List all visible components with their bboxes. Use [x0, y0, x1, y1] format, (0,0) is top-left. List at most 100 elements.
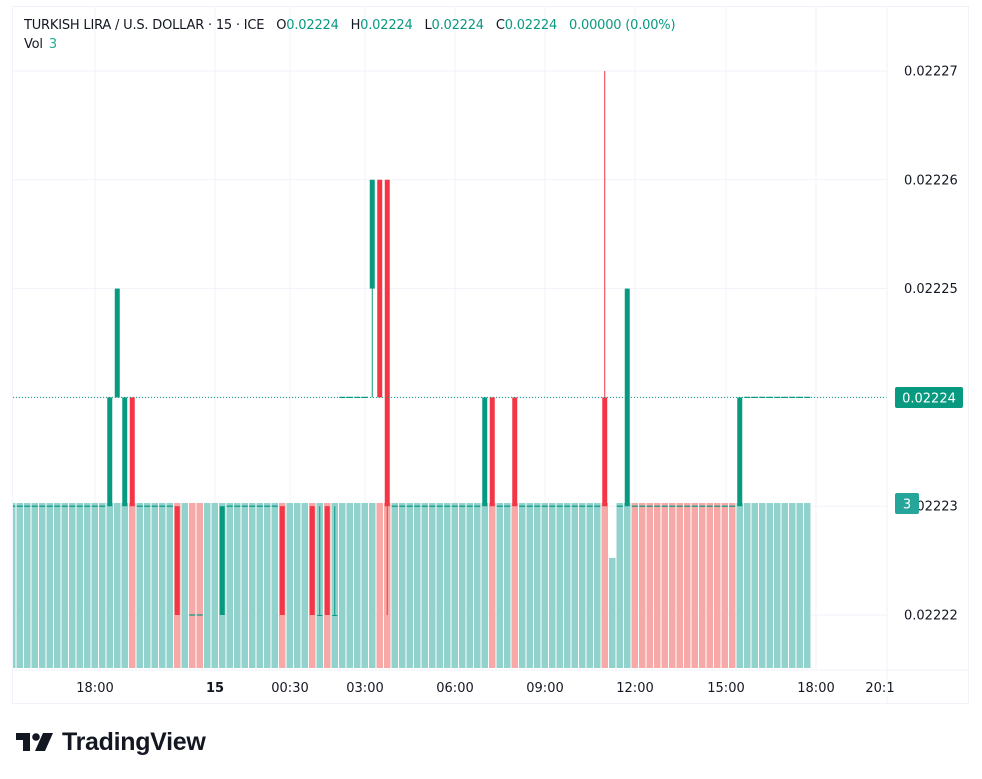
volume-bar — [166, 503, 173, 668]
volume-value: 3 — [48, 37, 57, 52]
symbol-title[interactable]: TURKISH LIRA / U.S. DOLLAR · 15 · ICE — [24, 18, 265, 33]
price-tick-label: 0.02227 — [904, 65, 958, 80]
volume-bar — [774, 503, 781, 668]
volume-bar — [676, 503, 683, 668]
volume-bar — [646, 503, 653, 668]
volume-bar — [721, 503, 728, 668]
volume-bar — [616, 503, 623, 668]
volume-bar — [444, 503, 451, 668]
time-tick-label: 18:00 — [76, 681, 113, 696]
volume-bar — [121, 503, 128, 668]
time-tick-label: 09:00 — [526, 681, 563, 696]
volume-bar — [594, 503, 601, 668]
volume-bar — [286, 503, 293, 668]
volume-bar — [61, 503, 68, 668]
volume-bar — [744, 503, 751, 668]
volume-bar — [391, 503, 398, 668]
time-tick-label: 18:00 — [797, 681, 834, 696]
volume-bar — [736, 503, 743, 668]
time-tick-label: 03:00 — [346, 681, 383, 696]
volume-bar — [631, 503, 638, 668]
volume-bar — [234, 503, 241, 668]
volume-bar — [751, 503, 758, 668]
open-label: O — [276, 18, 287, 33]
volume-bar — [76, 503, 83, 668]
volume-bar — [129, 503, 136, 668]
volume-bar — [369, 503, 376, 668]
volume-bar — [451, 503, 458, 668]
volume-label[interactable]: Vol — [24, 37, 43, 52]
volume-bar — [241, 503, 248, 668]
volume-bar — [204, 503, 211, 668]
volume-bar — [699, 503, 706, 668]
time-tick-label: 00:30 — [271, 681, 308, 696]
close-label: C — [495, 18, 505, 33]
volume-bar — [654, 503, 661, 668]
low-label: L — [424, 18, 432, 33]
volume-bar — [429, 503, 436, 668]
price-axis[interactable]: 0.022270.022260.022250.022240.022230.022… — [904, 65, 958, 624]
volume-bar — [144, 503, 151, 668]
volume-bar — [16, 503, 23, 668]
candle — [624, 288, 630, 507]
tradingview-logo-icon — [16, 732, 53, 751]
volume-bars — [13, 503, 811, 668]
volume-bar — [159, 503, 166, 668]
volume-bar — [31, 503, 38, 668]
volume-bar — [796, 503, 803, 668]
volume-bar — [211, 503, 218, 668]
time-tick-label: 15 — [206, 681, 224, 696]
volume-bar — [579, 503, 586, 668]
volume-bar — [481, 503, 488, 668]
volume-bar — [534, 503, 541, 668]
time-axis[interactable]: 18:00 15 00:30 03:00 06:00 09:00 12:00 15:00 18:… — [76, 681, 894, 696]
tradingview-wordmark: TradingView — [62, 728, 206, 756]
candle — [602, 397, 608, 507]
volume-bar — [91, 503, 98, 668]
volume-bar — [571, 503, 578, 668]
volume-bar — [84, 503, 91, 668]
candle — [219, 506, 225, 615]
close-value: 0.02224 — [504, 18, 558, 33]
volume-bar — [249, 503, 256, 668]
volume-bar — [526, 503, 533, 668]
high-label: H — [350, 18, 361, 33]
volume-bar — [639, 503, 646, 668]
volume-bar — [189, 503, 196, 668]
last-price-badge: 0.02224 — [895, 387, 963, 408]
doji-lines — [13, 396, 811, 616]
candle — [384, 179, 390, 507]
price-tick-label: 0.02226 — [904, 173, 958, 188]
candle — [324, 506, 330, 615]
volume-bar — [766, 503, 773, 668]
volume-bar — [714, 503, 721, 668]
price-tick-label: 0.02222 — [904, 609, 958, 624]
time-tick-label: 12:00 — [616, 681, 653, 696]
candle — [279, 506, 285, 615]
volume-bar — [271, 503, 278, 668]
price-tick-label: 0.02225 — [904, 282, 958, 297]
volume-bar — [489, 503, 496, 668]
volume-bar — [586, 503, 593, 668]
candle — [489, 397, 495, 507]
last-volume-label: 3 — [903, 498, 911, 513]
volume-bar — [691, 503, 698, 668]
candle — [122, 397, 128, 507]
volume-bar — [406, 503, 413, 668]
volume-bar — [624, 503, 631, 668]
candle — [512, 397, 518, 507]
tradingview-logo[interactable]: TradingView — [16, 728, 206, 757]
volume-bar — [151, 503, 158, 668]
volume-bar — [69, 503, 76, 668]
candle — [107, 397, 113, 507]
volume-bar — [256, 503, 263, 668]
volume-bar — [459, 503, 466, 668]
chart-legend: TURKISH LIRA / U.S. DOLLAR · 15 · ICE O0… — [24, 16, 676, 54]
open-value: 0.02224 — [286, 18, 339, 33]
candle — [309, 506, 315, 615]
volume-bar — [466, 503, 473, 668]
chart-frame — [12, 6, 969, 704]
volume-bar — [519, 503, 526, 668]
last-volume-badge: 3 — [895, 493, 919, 514]
